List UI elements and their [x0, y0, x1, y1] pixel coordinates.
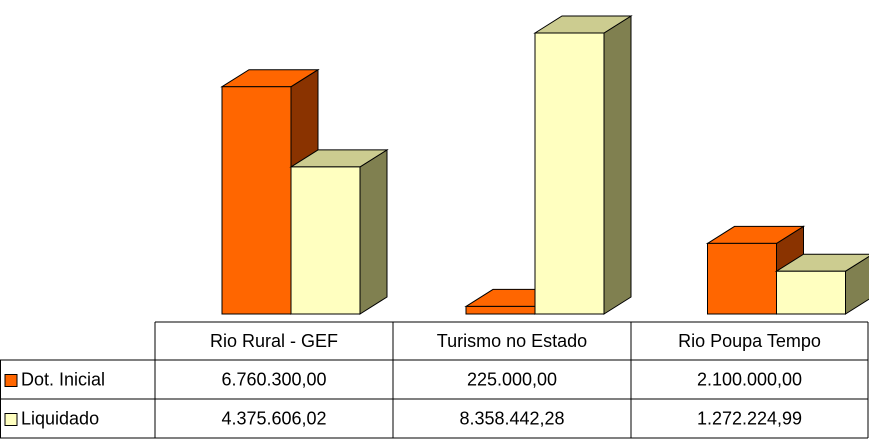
bar — [777, 254, 869, 314]
bar — [535, 16, 631, 314]
value-label: 2.100.000,00 — [697, 369, 802, 389]
legend-label: Liquidado — [21, 408, 99, 428]
value-label: 225.000,00 — [467, 369, 557, 389]
value-label: 1.272.224,99 — [697, 408, 802, 428]
category-label: Rio Rural - GEF — [210, 331, 338, 351]
bar-front — [222, 87, 291, 314]
legend-swatch — [5, 375, 17, 387]
value-label: 4.375.606,02 — [221, 408, 326, 428]
bar-front — [777, 271, 846, 314]
category-label: Turismo no Estado — [437, 331, 587, 351]
category-label: Rio Poupa Tempo — [678, 331, 821, 351]
bar — [291, 150, 387, 314]
bar-side — [360, 150, 387, 314]
legend-swatch — [5, 414, 17, 426]
bar-front — [535, 33, 604, 314]
value-label: 8.358.442,28 — [459, 408, 564, 428]
bar-front — [466, 306, 535, 314]
bar-side — [604, 16, 631, 314]
bar-front — [708, 243, 777, 314]
value-label: 6.760.300,00 — [221, 369, 326, 389]
legend-label: Dot. Inicial — [21, 369, 105, 389]
bar-front — [291, 167, 360, 314]
